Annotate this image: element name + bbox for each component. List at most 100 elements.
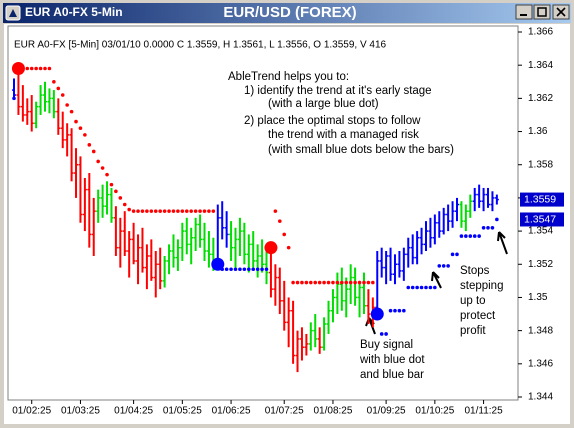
stop-dot bbox=[78, 126, 83, 131]
stop-dot bbox=[184, 209, 189, 213]
stop-dot bbox=[198, 209, 202, 213]
maximize-button[interactable] bbox=[533, 4, 551, 20]
stop-dot bbox=[105, 172, 109, 177]
stop-dot bbox=[29, 66, 34, 71]
annotation-text: AbleTrend helps you to: bbox=[228, 71, 349, 83]
stop-dot bbox=[246, 267, 251, 272]
stop-dot bbox=[114, 189, 118, 194]
annotation-arrow bbox=[431, 271, 442, 289]
stop-dot bbox=[74, 119, 78, 124]
stop-dot bbox=[441, 264, 446, 268]
stop-dot bbox=[481, 225, 486, 230]
stop-dot bbox=[273, 209, 278, 213]
stop-dot bbox=[300, 280, 304, 285]
x-tick-label: 01/10:25 bbox=[415, 406, 454, 417]
stop-dot bbox=[180, 209, 185, 213]
annotation-text: profit bbox=[460, 325, 486, 337]
stop-dot bbox=[153, 209, 158, 213]
stop-dot bbox=[171, 209, 176, 213]
signal-dot bbox=[264, 241, 278, 255]
stop-dot bbox=[433, 285, 437, 290]
bars bbox=[12, 68, 499, 373]
stop-dot bbox=[278, 219, 282, 223]
annotation-text: the trend with a managed risk bbox=[268, 129, 419, 141]
stop-dot bbox=[371, 280, 375, 285]
stop-dot bbox=[353, 280, 357, 285]
stop-dot bbox=[459, 234, 464, 238]
stop-dot bbox=[428, 285, 433, 290]
stop-dot bbox=[304, 280, 309, 285]
x-tick-label: 01/08:25 bbox=[313, 406, 352, 417]
stop-dot bbox=[437, 264, 442, 268]
title-bar bbox=[3, 3, 571, 23]
y-tick-label: 1.364 bbox=[528, 60, 553, 71]
minimize-button[interactable] bbox=[515, 4, 533, 20]
stop-dot bbox=[379, 332, 384, 336]
chart-header: EUR A0-FX [5-Min] 03/01/10 0.0000 C 1.35… bbox=[14, 40, 387, 51]
stop-dot bbox=[149, 209, 154, 213]
stop-dot bbox=[167, 209, 171, 213]
signal-dot bbox=[211, 257, 225, 271]
stop-dot bbox=[96, 159, 100, 164]
stop-dot bbox=[468, 234, 473, 238]
stop-dot bbox=[348, 280, 353, 285]
stop-dot bbox=[162, 209, 167, 213]
stop-dot bbox=[472, 234, 477, 238]
x-tick-label: 01/09:25 bbox=[367, 406, 406, 417]
stop-dot bbox=[384, 332, 388, 336]
stop-dot bbox=[419, 285, 424, 290]
x-tick-label: 01/04:25 bbox=[114, 406, 153, 417]
stop-dot bbox=[233, 267, 238, 272]
stop-dot bbox=[286, 245, 291, 250]
stop-dot bbox=[393, 308, 397, 313]
y-tick-label: 1.36 bbox=[528, 126, 548, 137]
x-tick-label: 01/11:25 bbox=[464, 406, 503, 417]
annotation-text: (with small blue dots below the bars) bbox=[268, 144, 454, 156]
stop-dot bbox=[122, 202, 127, 207]
chart-title: EUR/USD (FOREX) bbox=[223, 4, 356, 21]
stop-dot bbox=[25, 66, 30, 71]
stop-dot bbox=[83, 133, 87, 137]
x-tick-label: 01/05:25 bbox=[163, 406, 202, 417]
stop-dot bbox=[251, 267, 256, 272]
stop-dot bbox=[415, 285, 419, 290]
stop-dot bbox=[69, 109, 74, 114]
stop-dot bbox=[202, 209, 207, 213]
y-tick-label: 1.362 bbox=[528, 93, 553, 104]
stop-dot bbox=[313, 280, 318, 285]
annotation-text: 1) identify the trend at it's early stag… bbox=[244, 85, 432, 97]
y-tick-label: 1.354 bbox=[528, 226, 553, 237]
stop-dot bbox=[158, 209, 162, 213]
stop-dot bbox=[52, 79, 56, 84]
stop-dot bbox=[326, 280, 331, 285]
stop-dot bbox=[242, 267, 247, 272]
window-buttons bbox=[515, 4, 570, 20]
stop-dot bbox=[486, 225, 490, 230]
annotation-text: and blue bar bbox=[360, 369, 424, 381]
stop-dot bbox=[109, 182, 114, 187]
x-tick-label: 01/03:25 bbox=[61, 406, 100, 417]
stop-dot bbox=[295, 280, 300, 285]
stop-dot bbox=[176, 209, 180, 213]
stop-dot bbox=[47, 66, 52, 71]
stop-dot bbox=[366, 280, 371, 285]
maximize-glyph bbox=[537, 7, 547, 17]
y-tick-label: 1.352 bbox=[528, 259, 553, 270]
stop-dot bbox=[309, 280, 313, 285]
stop-dot bbox=[317, 280, 322, 285]
stop-dot bbox=[446, 264, 450, 268]
stop-dot bbox=[424, 285, 428, 290]
stop-dot bbox=[282, 232, 287, 237]
y-tick-label: 1.366 bbox=[528, 27, 553, 38]
stop-dot bbox=[193, 209, 198, 213]
annotation-text: stepping bbox=[460, 280, 503, 292]
stop-dot bbox=[12, 96, 16, 101]
window-title: EUR A0-FX 5-Min bbox=[25, 5, 123, 19]
annotation-text: 2) place the optimal stops to follow bbox=[244, 115, 421, 127]
stop-dot bbox=[136, 209, 140, 213]
stop-dot bbox=[189, 209, 193, 213]
stop-dot bbox=[211, 209, 216, 213]
y-tick-label: 1.35 bbox=[528, 292, 548, 303]
stop-dot bbox=[335, 280, 340, 285]
